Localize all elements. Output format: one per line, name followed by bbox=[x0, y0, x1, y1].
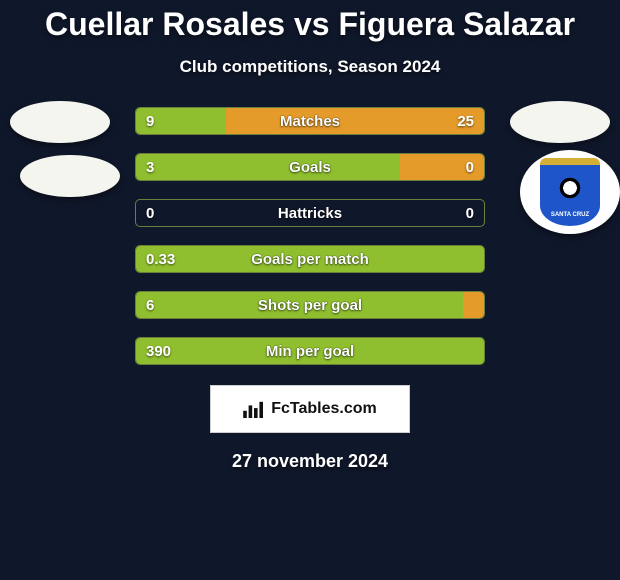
player-right-badge-1 bbox=[510, 101, 610, 143]
brand-label: FcTables.com bbox=[271, 400, 377, 418]
page-title: Cuellar Rosales vs Figuera Salazar bbox=[0, 0, 620, 43]
stat-row-hattricks: 0 Hattricks 0 bbox=[135, 199, 485, 227]
player-left-badge-1 bbox=[10, 101, 110, 143]
stat-row-min-per-goal: 390 Min per goal bbox=[135, 337, 485, 365]
stat-row-goals-per-match: 0.33 Goals per match bbox=[135, 245, 485, 273]
footer-date: 27 november 2024 bbox=[0, 451, 620, 472]
stat-right-value: 0 bbox=[466, 154, 474, 180]
stat-right-value: 25 bbox=[457, 108, 474, 134]
brand-attribution: FcTables.com bbox=[210, 385, 410, 433]
stat-label: Goals per match bbox=[136, 246, 484, 272]
player-right-club-crest: SANTA CRUZ bbox=[520, 150, 620, 234]
crest-icon: SANTA CRUZ bbox=[540, 158, 600, 226]
stat-label: Hattricks bbox=[136, 200, 484, 226]
stat-bars: 9 Matches 25 3 Goals 0 0 Hattricks 0 0.3… bbox=[135, 107, 485, 365]
brand-bars-icon bbox=[243, 400, 265, 418]
stat-row-matches: 9 Matches 25 bbox=[135, 107, 485, 135]
stat-label: Shots per goal bbox=[136, 292, 484, 318]
crest-label: SANTA CRUZ bbox=[540, 212, 600, 218]
stat-label: Goals bbox=[136, 154, 484, 180]
stat-row-goals: 3 Goals 0 bbox=[135, 153, 485, 181]
stat-row-shots-per-goal: 6 Shots per goal bbox=[135, 291, 485, 319]
player-left-badge-2 bbox=[20, 155, 120, 197]
comparison-chart: SANTA CRUZ 9 Matches 25 3 Goals 0 0 Hatt… bbox=[0, 107, 620, 365]
stat-label: Min per goal bbox=[136, 338, 484, 364]
stat-right-value: 0 bbox=[466, 200, 474, 226]
stat-label: Matches bbox=[136, 108, 484, 134]
page-subtitle: Club competitions, Season 2024 bbox=[0, 57, 620, 77]
